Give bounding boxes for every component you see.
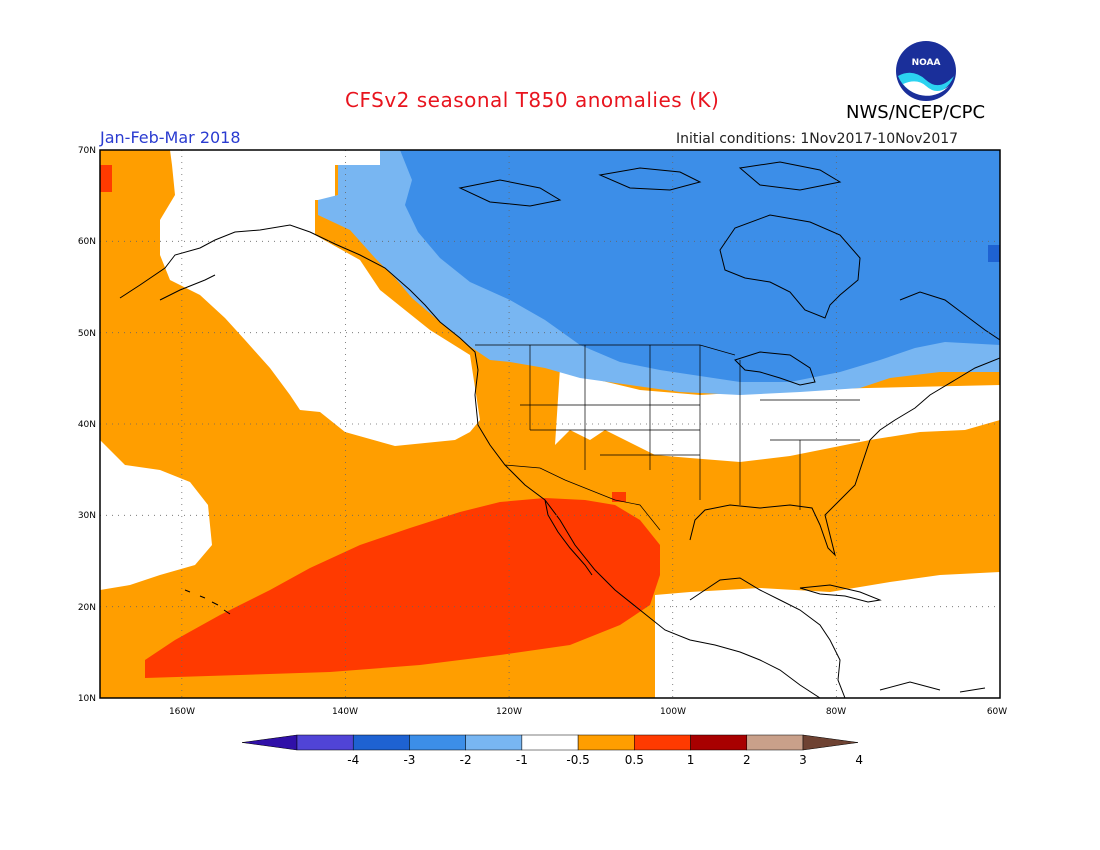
- lon-label: 160W: [169, 707, 195, 717]
- west-coast: [119, 224, 821, 698]
- initial-conditions: Initial conditions: 1Nov2017-10Nov2017: [676, 131, 959, 147]
- hawaii-islands: [184, 589, 231, 615]
- neutral-region-hawaii: [100, 440, 212, 590]
- colorbar-swatch: [690, 734, 748, 751]
- us-mexico-border: [504, 464, 661, 531]
- colorbar-swatch: [577, 734, 635, 751]
- hudson-bay: [719, 214, 861, 319]
- colorbar-label: -1: [516, 753, 528, 767]
- great-lakes: [734, 351, 816, 386]
- colorbar-label: 1: [687, 753, 695, 767]
- colorbar: -4 -3 -2 -1 -0.5 0.5 1 2 3 4: [241, 734, 863, 767]
- colorbar-label: -0.5: [566, 753, 589, 767]
- colorbar-high-extension: [802, 734, 859, 751]
- warm-anomaly-pacific: [145, 498, 660, 678]
- lon-labels: 160W 140W 120W 100W 80W 60W: [169, 707, 1007, 717]
- colorbar-label: -2: [460, 753, 472, 767]
- lon-label: 100W: [660, 707, 686, 717]
- colorbar-label: -4: [347, 753, 359, 767]
- colorbar-label: 4: [855, 753, 863, 767]
- warm-anomaly-sw-us: [612, 492, 626, 502]
- neutral-region-us-band: [555, 368, 1000, 462]
- political-borders: [475, 344, 860, 531]
- map-title: CFSv2 seasonal T850 anomalies (K): [345, 88, 720, 112]
- colorbar-label: -3: [403, 753, 415, 767]
- lat-label: 50N: [78, 329, 96, 339]
- warm-anomaly-alaska: [100, 165, 112, 192]
- lon-label: 120W: [496, 707, 522, 717]
- noaa-logo-icon: NOAA: [896, 41, 956, 101]
- colorbar-swatch: [521, 734, 579, 751]
- lat-label: 70N: [78, 146, 96, 156]
- colorbar-label: 2: [743, 753, 751, 767]
- colorbar-swatch: [352, 734, 410, 751]
- lat-label: 60N: [78, 237, 96, 247]
- colorbar-swatch: [409, 734, 466, 751]
- agency-label: NWS/NCEP/CPC: [846, 102, 986, 123]
- neutral-region-caribbean: [655, 572, 1000, 698]
- forecast-period: Jan-Feb-Mar 2018: [100, 128, 241, 147]
- colorbar-low-extension: [241, 734, 298, 751]
- coastlines: [119, 161, 1000, 698]
- lon-label: 60W: [987, 707, 1007, 717]
- colorbar-swatch: [465, 734, 523, 751]
- lat-label: 10N: [78, 694, 96, 704]
- lon-label: 80W: [826, 707, 846, 717]
- lat-label: 20N: [78, 603, 96, 613]
- yucatan: [689, 577, 846, 698]
- cold-anomaly-core: [988, 245, 1000, 262]
- caribbean-islands: [879, 681, 986, 693]
- map-frame: [99, 149, 1001, 699]
- lat-label: 30N: [78, 511, 96, 521]
- lat-labels: 70N 60N 50N 40N 30N 20N 10N: [78, 146, 96, 704]
- lon-label: 140W: [332, 707, 358, 717]
- colorbar-swatch: [746, 734, 804, 751]
- colorbar-swatch: [634, 734, 691, 751]
- cuba: [799, 584, 882, 603]
- logo-text: NOAA: [912, 58, 941, 68]
- cold-anomaly-medium: [400, 150, 1000, 382]
- baja-california: [544, 499, 593, 576]
- colorbar-label: 3: [799, 753, 807, 767]
- arctic-islands: [458, 161, 842, 207]
- gulf-coast: [689, 357, 1000, 557]
- lat-label: 40N: [78, 420, 96, 430]
- us-canada-border: [475, 344, 736, 356]
- state-lines: [520, 345, 860, 510]
- graticule: [100, 150, 1000, 698]
- labrador-coast: [899, 291, 1000, 341]
- alaska-peninsula: [159, 274, 216, 301]
- neutral-region-north-pacific: [160, 150, 480, 446]
- colorbar-label: 0.5: [625, 753, 644, 767]
- colorbar-swatch: [296, 734, 354, 751]
